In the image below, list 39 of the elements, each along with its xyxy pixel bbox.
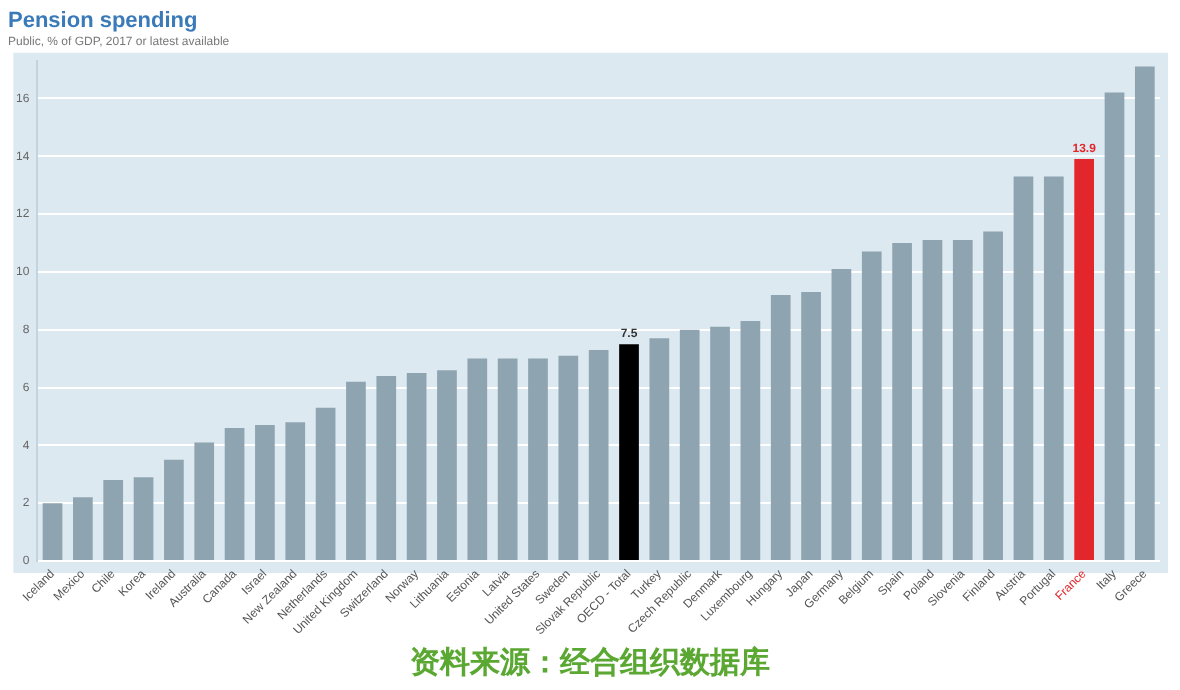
bar [133, 477, 154, 560]
bar [194, 442, 215, 560]
bar [164, 459, 184, 560]
bar [255, 425, 275, 560]
bar [1104, 92, 1125, 560]
bar [983, 231, 1003, 560]
bar [649, 338, 670, 560]
bar [315, 407, 336, 560]
bar [558, 355, 579, 560]
bar [1013, 176, 1034, 560]
bar [588, 349, 609, 560]
chart-title: Pension spending [8, 9, 198, 34]
bar [740, 321, 761, 560]
text: 资料来源：经合组织数据库 [408, 644, 772, 682]
bar [467, 358, 488, 560]
bar [528, 358, 548, 560]
bar [922, 240, 943, 560]
bar [679, 329, 700, 560]
bar [73, 497, 93, 560]
bar [406, 373, 427, 560]
bar [285, 422, 306, 560]
bar [103, 480, 124, 560]
bar [42, 503, 63, 560]
bar [861, 251, 882, 560]
bar [710, 326, 730, 560]
bar [224, 427, 245, 560]
bar [831, 268, 852, 560]
bar [801, 292, 821, 560]
bar [346, 381, 366, 560]
bar [376, 375, 397, 560]
bar [952, 240, 973, 560]
bar [497, 358, 518, 560]
bar [770, 294, 791, 560]
bar [892, 242, 912, 560]
bar [619, 344, 639, 560]
bar [1134, 66, 1155, 560]
bar [1074, 159, 1095, 560]
bar [1043, 176, 1064, 560]
bar [437, 370, 457, 560]
